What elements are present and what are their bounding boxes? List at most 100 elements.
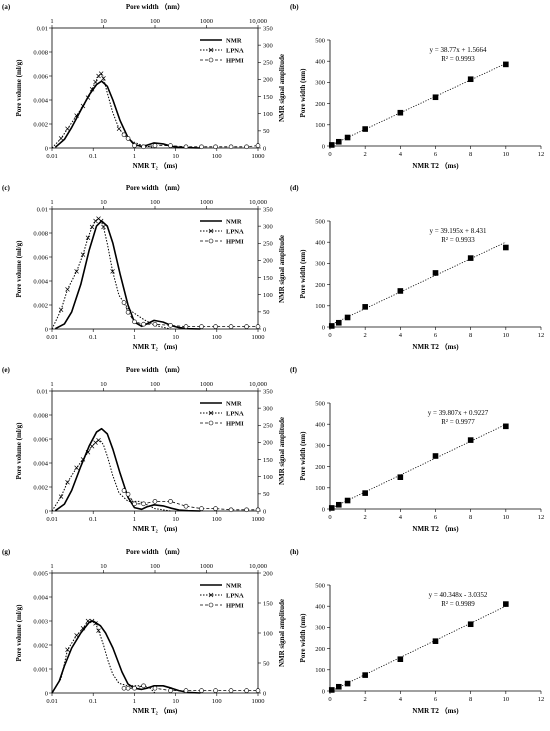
lpna-marker [96, 628, 101, 633]
y-tick-label: 0 [322, 506, 325, 513]
x-tick-label: 10 [503, 514, 510, 521]
hpmi-marker [244, 144, 249, 150]
y-tick-label: 200 [315, 101, 325, 108]
r-squared-label: R² = 0.9989 [441, 600, 475, 608]
y2-axis-title: NMR signal amplitude [278, 417, 286, 485]
top-tick-label: 1 [50, 563, 53, 570]
x-tick-label: 0.01 [46, 334, 57, 341]
r-squared-label: R² = 0.9993 [441, 55, 475, 63]
hpmi-marker [125, 136, 131, 141]
top-tick-label: 10 [100, 18, 107, 25]
x-tick-label: 100 [212, 153, 222, 160]
y-tick-label: 300 [315, 443, 325, 450]
hpmi-marker [199, 506, 204, 511]
top-tick-label: 100 [150, 381, 160, 388]
x-tick-label: 2 [364, 696, 367, 703]
data-point [503, 61, 509, 68]
y2-tick-label: 50 [263, 491, 270, 498]
lpna-marker [85, 95, 91, 100]
hpmi-marker [199, 324, 204, 329]
y-tick-label: 0.006 [33, 73, 48, 80]
y-tick-label: 400 [315, 422, 325, 429]
x-tick-label: 0.1 [89, 698, 97, 705]
y-tick-label: 100 [315, 485, 325, 492]
y-tick-label: 300 [315, 80, 325, 87]
hpmi-marker [168, 688, 173, 693]
top-axis-title: Pore width （nm） [126, 3, 184, 11]
hpmi-marker [141, 321, 146, 327]
x-tick-label: 8 [469, 332, 472, 339]
x-tick-label: 0.01 [46, 698, 57, 705]
data-point [397, 288, 404, 294]
lpna-marker [80, 625, 86, 631]
lpna-marker [89, 224, 95, 230]
x-axis-title: NMR T₂ （ms) [133, 162, 178, 170]
hpmi-marker [199, 688, 204, 693]
x-axis-title: NMR T₂ （ms) [133, 525, 178, 533]
legend-marker-lpna [208, 592, 214, 598]
data-point [397, 656, 404, 662]
y2-tick-label: 200 [263, 77, 273, 84]
top-tick-label: 1000 [200, 199, 213, 206]
y2-tick-label: 100 [263, 292, 273, 299]
x-tick-label: 2 [364, 332, 367, 339]
data-point [335, 683, 342, 690]
hpmi-marker [228, 144, 234, 150]
hpmi-marker [199, 144, 204, 150]
x-tick-label: 1 [133, 516, 136, 523]
data-point [328, 505, 335, 511]
data-point [344, 314, 351, 321]
lpna-marker [74, 113, 79, 118]
x-tick-label: 1000 [252, 153, 265, 160]
y2-tick-label: 0 [263, 145, 266, 152]
hpmi-marker [141, 144, 146, 150]
legend-label: HPMI [226, 602, 244, 609]
lpna-marker [89, 618, 95, 624]
plot-frame [51, 27, 259, 149]
y-tick-label: 0.004 [33, 97, 48, 104]
y-tick-label: 0.005 [33, 570, 48, 577]
hpmi-marker [213, 324, 218, 329]
legend-label: HPMI [226, 57, 244, 64]
y2-tick-label: 50 [263, 309, 270, 316]
x-tick-label: 6 [434, 514, 438, 521]
hpmi-marker [213, 688, 218, 693]
y-tick-label: 300 [315, 625, 325, 632]
y-tick-label: 500 [315, 37, 325, 44]
legend-marker-lpna [208, 47, 214, 53]
y-tick-label: 0.006 [33, 436, 48, 443]
hpmi-marker [132, 319, 137, 325]
legend-marker-hpmi [208, 602, 214, 608]
x-axis-title: NMR T₂ （ms) [133, 707, 178, 715]
y-axis-title: Pore volume (ml/g) [15, 59, 23, 117]
top-tick-label: 10,000 [249, 381, 267, 388]
x-tick-label: 10 [503, 332, 510, 339]
trendline-equation: y = 39.195x + 8.431 [430, 227, 487, 235]
x-tick-label: 100 [212, 516, 222, 523]
lpna-marker [96, 437, 101, 443]
x-tick-label: 0.1 [89, 516, 97, 523]
hpmi-marker [183, 144, 189, 150]
top-axis-title: Pore width （nm） [126, 184, 184, 192]
x-tick-label: 8 [469, 151, 472, 158]
lpna-marker [65, 126, 70, 132]
y-tick-label: 0.01 [37, 206, 48, 213]
x-tick-label: 12 [538, 696, 545, 703]
data-point [362, 490, 368, 496]
data-point [397, 474, 404, 480]
y2-tick-label: 200 [263, 258, 273, 265]
legend-marker-lpna [208, 410, 214, 416]
y-tick-label: 0.003 [33, 618, 48, 625]
y-tick-label: 500 [315, 582, 325, 589]
x-tick-label: 1000 [252, 698, 265, 705]
x-tick-label: 2 [364, 151, 367, 158]
y-tick-label: 100 [315, 303, 325, 310]
y-tick-label: 400 [315, 240, 325, 247]
series-lpna-line [51, 439, 171, 512]
series-nmr-line [51, 620, 201, 694]
panel-label: (h) [290, 548, 299, 556]
lpna-marker [89, 443, 95, 449]
legend-label: HPMI [226, 238, 244, 245]
hpmi-marker [228, 324, 234, 329]
